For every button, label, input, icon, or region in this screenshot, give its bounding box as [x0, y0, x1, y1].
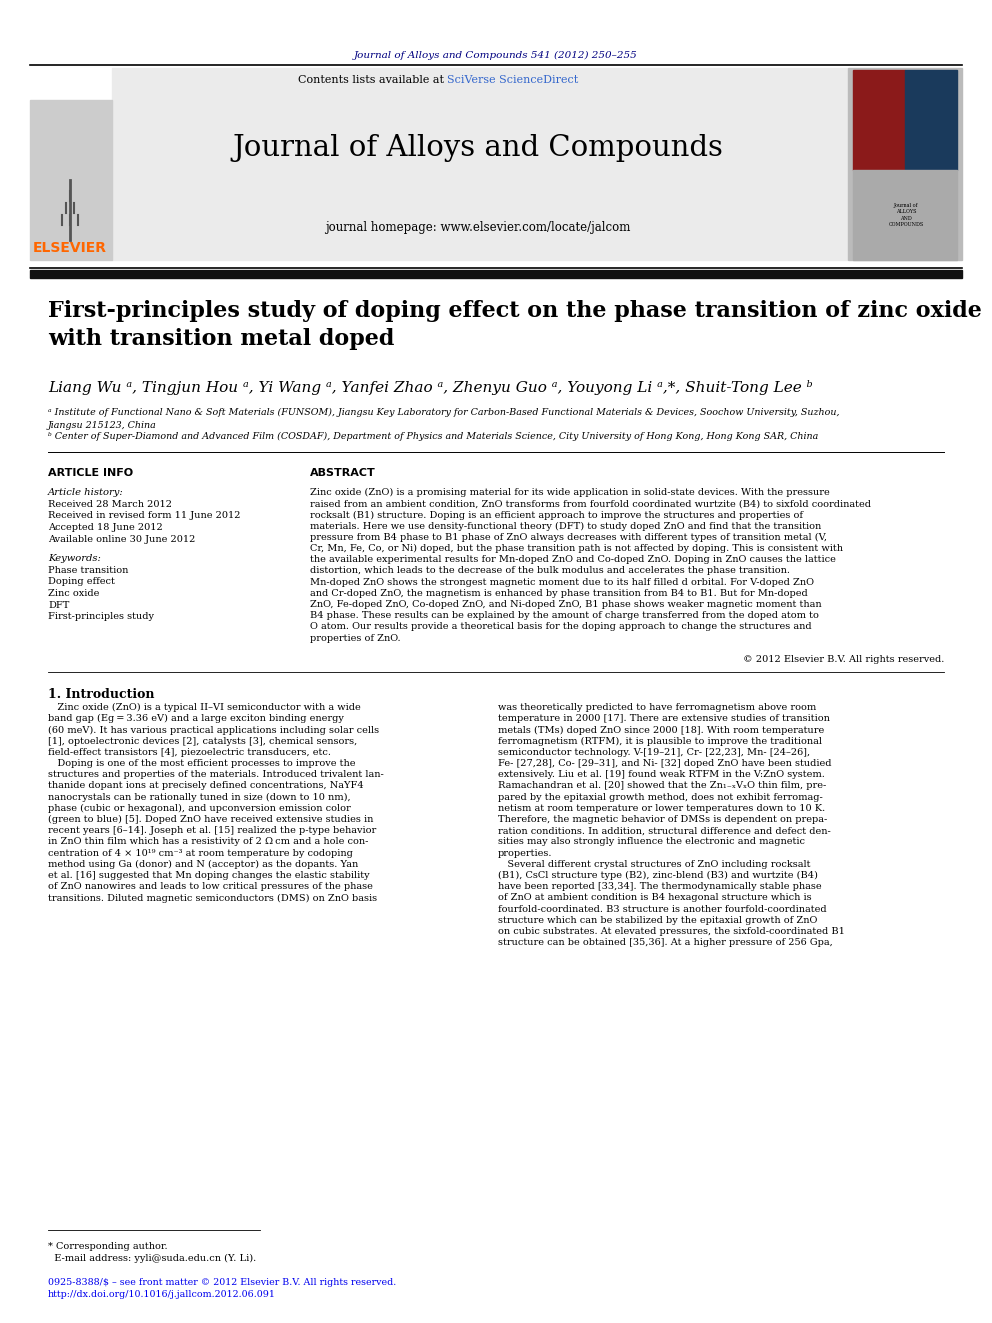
Text: ELSEVIER: ELSEVIER: [33, 241, 107, 255]
Text: of ZnO at ambient condition is B4 hexagonal structure which is: of ZnO at ambient condition is B4 hexago…: [498, 893, 811, 902]
Bar: [853, 169, 957, 261]
Bar: [112, 67, 847, 261]
Text: transitions. Diluted magnetic semiconductors (DMS) on ZnO basis: transitions. Diluted magnetic semiconduc…: [48, 893, 377, 902]
Text: on cubic substrates. At elevated pressures, the sixfold-coordinated B1: on cubic substrates. At elevated pressur…: [498, 927, 845, 935]
Text: semiconductor technology. V-[19–21], Cr- [22,23], Mn- [24–26],: semiconductor technology. V-[19–21], Cr-…: [498, 747, 810, 757]
Text: pared by the epitaxial growth method, does not exhibit ferromag-: pared by the epitaxial growth method, do…: [498, 792, 822, 802]
Text: pressure from B4 phase to B1 phase of ZnO always decreases with different types : pressure from B4 phase to B1 phase of Zn…: [310, 533, 827, 542]
Text: in ZnO thin film which has a resistivity of 2 Ω cm and a hole con-: in ZnO thin film which has a resistivity…: [48, 837, 368, 847]
Text: Several different crystal structures of ZnO including rocksalt: Several different crystal structures of …: [498, 860, 810, 869]
Bar: [905, 70, 957, 169]
Text: ferromagnetism (RTFM), it is plausible to improve the traditional: ferromagnetism (RTFM), it is plausible t…: [498, 737, 822, 746]
Text: DFT: DFT: [48, 601, 69, 610]
Text: Journal of
ALLOYS
AND
COMPOUNDS: Journal of ALLOYS AND COMPOUNDS: [889, 202, 924, 228]
Text: field-effect transistors [4], piezoelectric transducers, etc.: field-effect transistors [4], piezoelect…: [48, 747, 331, 757]
Text: Doping is one of the most efficient processes to improve the: Doping is one of the most efficient proc…: [48, 759, 355, 767]
Text: ARTICLE INFO: ARTICLE INFO: [48, 468, 133, 478]
Text: Liang Wu ᵃ, Tingjun Hou ᵃ, Yi Wang ᵃ, Yanfei Zhao ᵃ, Zhenyu Guo ᵃ, Youyong Li ᵃ,: Liang Wu ᵃ, Tingjun Hou ᵃ, Yi Wang ᵃ, Ya…: [48, 380, 812, 396]
Text: structures and properties of the materials. Introduced trivalent lan-: structures and properties of the materia…: [48, 770, 384, 779]
Text: Keywords:: Keywords:: [48, 554, 101, 564]
Text: [1], optoelectronic devices [2], catalysts [3], chemical sensors,: [1], optoelectronic devices [2], catalys…: [48, 737, 357, 746]
Text: Mn-doped ZnO shows the strongest magnetic moment due to its half filled d orbita: Mn-doped ZnO shows the strongest magneti…: [310, 578, 814, 586]
Text: structure can be obtained [35,36]. At a higher pressure of 256 Gpa,: structure can be obtained [35,36]. At a …: [498, 938, 832, 947]
Text: rocksalt (B1) structure. Doping is an efficient approach to improve the structur: rocksalt (B1) structure. Doping is an ef…: [310, 511, 803, 520]
Text: Accepted 18 June 2012: Accepted 18 June 2012: [48, 523, 163, 532]
Text: et al. [16] suggested that Mn doping changes the elastic stability: et al. [16] suggested that Mn doping cha…: [48, 871, 370, 880]
Text: (B1), CsCl structure type (B2), zinc-blend (B3) and wurtzite (B4): (B1), CsCl structure type (B2), zinc-ble…: [498, 871, 817, 880]
Text: First-principles study: First-principles study: [48, 613, 154, 620]
Text: Therefore, the magnetic behavior of DMSs is dependent on prepa-: Therefore, the magnetic behavior of DMSs…: [498, 815, 827, 824]
Text: ration conditions. In addition, structural difference and defect den-: ration conditions. In addition, structur…: [498, 826, 830, 835]
Text: First-principles study of doping effect on the phase transition of zinc oxide
wi: First-principles study of doping effect …: [48, 300, 982, 351]
Text: Zinc oxide (ZnO) is a typical II–VI semiconductor with a wide: Zinc oxide (ZnO) is a typical II–VI semi…: [48, 703, 361, 712]
Text: E-mail address: yyli@suda.edu.cn (Y. Li).: E-mail address: yyli@suda.edu.cn (Y. Li)…: [48, 1254, 256, 1263]
Text: metals (TMs) doped ZnO since 2000 [18]. With room temperature: metals (TMs) doped ZnO since 2000 [18]. …: [498, 725, 824, 734]
Text: temperature in 2000 [17]. There are extensive studies of transition: temperature in 2000 [17]. There are exte…: [498, 714, 830, 724]
Text: properties.: properties.: [498, 848, 553, 857]
Text: method using Ga (donor) and N (acceptor) as the dopants. Yan: method using Ga (donor) and N (acceptor)…: [48, 860, 358, 869]
Text: O atom. Our results provide a theoretical basis for the doping approach to chang: O atom. Our results provide a theoretica…: [310, 622, 811, 631]
Bar: [853, 70, 905, 169]
Text: the available experimental results for Mn-doped ZnO and Co-doped ZnO. Doping in : the available experimental results for M…: [310, 556, 836, 564]
Text: Phase transition: Phase transition: [48, 566, 128, 576]
Text: 0925-8388/$ – see front matter © 2012 Elsevier B.V. All rights reserved.: 0925-8388/$ – see front matter © 2012 El…: [48, 1278, 396, 1287]
Text: Article history:: Article history:: [48, 488, 124, 497]
Text: Ramachandran et al. [20] showed that the Zn₁₋ₓVₓO thin film, pre-: Ramachandran et al. [20] showed that the…: [498, 782, 826, 790]
Text: ᵃ Institute of Functional Nano & Soft Materials (FUNSOM), Jiangsu Key Laboratory: ᵃ Institute of Functional Nano & Soft Ma…: [48, 407, 839, 430]
Text: Fe- [27,28], Co- [29–31], and Ni- [32] doped ZnO have been studied: Fe- [27,28], Co- [29–31], and Ni- [32] d…: [498, 759, 831, 767]
Text: Cr, Mn, Fe, Co, or Ni) doped, but the phase transition path is not affected by d: Cr, Mn, Fe, Co, or Ni) doped, but the ph…: [310, 544, 843, 553]
Text: recent years [6–14]. Joseph et al. [15] realized the p-type behavior: recent years [6–14]. Joseph et al. [15] …: [48, 826, 376, 835]
Text: distortion, which leads to the decrease of the bulk modulus and accelerates the : distortion, which leads to the decrease …: [310, 566, 790, 576]
Text: Zinc oxide: Zinc oxide: [48, 589, 99, 598]
Text: netism at room temperature or lower temperatures down to 10 K.: netism at room temperature or lower temp…: [498, 804, 825, 812]
Text: © 2012 Elsevier B.V. All rights reserved.: © 2012 Elsevier B.V. All rights reserved…: [743, 655, 944, 664]
Text: and Cr-doped ZnO, the magnetism is enhanced by phase transition from B4 to B1. B: and Cr-doped ZnO, the magnetism is enhan…: [310, 589, 807, 598]
Bar: [848, 67, 962, 261]
Text: was theoretically predicted to have ferromagnetism above room: was theoretically predicted to have ferr…: [498, 703, 816, 712]
Text: Received 28 March 2012: Received 28 March 2012: [48, 500, 172, 509]
Text: Contents lists available at: Contents lists available at: [298, 75, 447, 85]
Text: band gap (Eg = 3.36 eV) and a large exciton binding energy: band gap (Eg = 3.36 eV) and a large exci…: [48, 714, 344, 724]
Text: structure which can be stabilized by the epitaxial growth of ZnO: structure which can be stabilized by the…: [498, 916, 817, 925]
Text: Journal of Alloys and Compounds: Journal of Alloys and Compounds: [232, 134, 723, 161]
Text: nanocrystals can be rationally tuned in size (down to 10 nm),: nanocrystals can be rationally tuned in …: [48, 792, 350, 802]
Text: SciVerse ScienceDirect: SciVerse ScienceDirect: [447, 75, 578, 85]
Text: Doping effect: Doping effect: [48, 578, 115, 586]
Text: journal homepage: www.elsevier.com/locate/jalcom: journal homepage: www.elsevier.com/locat…: [325, 221, 631, 234]
Text: 1. Introduction: 1. Introduction: [48, 688, 155, 701]
Text: Available online 30 June 2012: Available online 30 June 2012: [48, 534, 195, 544]
Text: Received in revised form 11 June 2012: Received in revised form 11 June 2012: [48, 512, 240, 520]
Text: * Corresponding author.: * Corresponding author.: [48, 1242, 168, 1252]
Text: ᵇ Center of Super-Diamond and Advanced Film (COSDAF), Department of Physics and : ᵇ Center of Super-Diamond and Advanced F…: [48, 433, 818, 441]
Text: centration of 4 × 10¹⁹ cm⁻³ at room temperature by codoping: centration of 4 × 10¹⁹ cm⁻³ at room temp…: [48, 848, 353, 857]
Text: materials. Here we use density-functional theory (DFT) to study doped ZnO and fi: materials. Here we use density-functiona…: [310, 521, 821, 531]
Text: ZnO, Fe-doped ZnO, Co-doped ZnO, and Ni-doped ZnO, B1 phase shows weaker magneti: ZnO, Fe-doped ZnO, Co-doped ZnO, and Ni-…: [310, 601, 821, 609]
Text: (green to blue) [5]. Doped ZnO have received extensive studies in: (green to blue) [5]. Doped ZnO have rece…: [48, 815, 373, 824]
Text: thanide dopant ions at precisely defined concentrations, NaYF4: thanide dopant ions at precisely defined…: [48, 782, 364, 790]
Text: (60 meV). It has various practical applications including solar cells: (60 meV). It has various practical appli…: [48, 725, 379, 734]
Text: fourfold-coordinated. B3 structure is another fourfold-coordinated: fourfold-coordinated. B3 structure is an…: [498, 905, 826, 914]
Text: sities may also strongly influence the electronic and magnetic: sities may also strongly influence the e…: [498, 837, 805, 847]
Text: phase (cubic or hexagonal), and upconversion emission color: phase (cubic or hexagonal), and upconver…: [48, 804, 351, 812]
Text: http://dx.doi.org/10.1016/j.jallcom.2012.06.091: http://dx.doi.org/10.1016/j.jallcom.2012…: [48, 1290, 276, 1299]
Text: B4 phase. These results can be explained by the amount of charge transferred fro: B4 phase. These results can be explained…: [310, 611, 818, 620]
Bar: [30, 270, 962, 278]
Bar: [30, 101, 112, 261]
Text: Zinc oxide (ZnO) is a promising material for its wide application in solid-state: Zinc oxide (ZnO) is a promising material…: [310, 488, 829, 497]
Text: of ZnO nanowires and leads to low critical pressures of the phase: of ZnO nanowires and leads to low critic…: [48, 882, 373, 892]
Text: extensively. Liu et al. [19] found weak RTFM in the V:ZnO system.: extensively. Liu et al. [19] found weak …: [498, 770, 825, 779]
Text: have been reported [33,34]. The thermodynamically stable phase: have been reported [33,34]. The thermody…: [498, 882, 821, 892]
Text: ABSTRACT: ABSTRACT: [310, 468, 376, 478]
Text: Journal of Alloys and Compounds 541 (2012) 250–255: Journal of Alloys and Compounds 541 (201…: [354, 50, 638, 60]
Text: raised from an ambient condition, ZnO transforms from fourfold coordinated wurtz: raised from an ambient condition, ZnO tr…: [310, 499, 871, 508]
Text: properties of ZnO.: properties of ZnO.: [310, 634, 401, 643]
